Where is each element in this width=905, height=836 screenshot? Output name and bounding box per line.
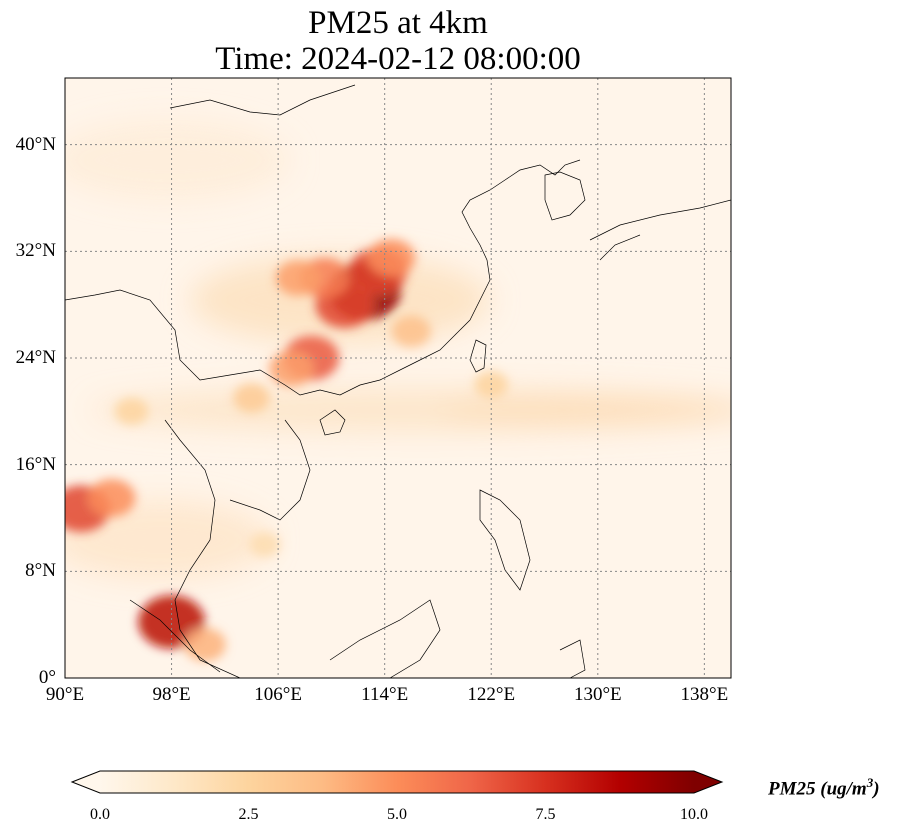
pm25-hotspot	[367, 239, 416, 277]
pm25-hotspot	[269, 350, 314, 387]
lat-tick-label: 32°N	[15, 240, 56, 262]
pm25-hotspot	[114, 397, 149, 425]
colorbar-tick-label: 7.5	[535, 806, 556, 823]
title-line-2: Time: 2024-02-12 08:00:00	[215, 41, 581, 77]
lat-tick-label: 40°N	[15, 133, 56, 155]
sulawesi-coast	[559, 639, 586, 678]
coastlines	[65, 84, 731, 678]
colorbar-label: PM25 (ug/m3)	[768, 775, 880, 800]
pm25-hotspot	[275, 260, 321, 296]
haze-band	[65, 120, 290, 200]
colorbar-label-text: PM25 (ug/m	[768, 778, 867, 800]
map-frame	[64, 77, 732, 679]
lon-tick-label: 106°E	[254, 684, 302, 705]
lon-tick-label: 130°E	[573, 684, 622, 705]
colorbar-min-extension	[72, 771, 100, 793]
borneo-coast	[329, 599, 441, 678]
japan-coast	[589, 199, 731, 261]
colorbar-outline	[70, 770, 724, 794]
colorbar-body	[100, 771, 694, 793]
title-line-1: PM25 at 4km	[308, 5, 488, 41]
lon-tick-label: 114°E	[361, 684, 409, 705]
korea-peninsula	[544, 171, 586, 221]
map-area	[65, 78, 731, 678]
hainan-island	[319, 409, 346, 436]
gridlines	[65, 78, 731, 678]
pm25-hotspot	[391, 315, 431, 348]
lon-tick-label: 98°E	[152, 684, 191, 705]
haze-band	[440, 396, 731, 424]
lat-tick-label: 8°N	[25, 560, 56, 582]
pm25-hotspot	[233, 383, 270, 413]
taiwan-island	[469, 339, 487, 373]
sumatra-coast	[129, 599, 221, 673]
colorbar-tick-label: 10.0	[680, 806, 708, 823]
colorbar-label-superscript: 3	[866, 775, 874, 790]
colorbar-tick-label: 0.0	[90, 806, 110, 823]
lat-tick-label: 24°N	[15, 347, 56, 368]
lon-tick-label: 122°E	[467, 684, 516, 705]
haze-band	[65, 500, 270, 580]
china-coast	[65, 159, 581, 396]
pm25-hotspot	[249, 532, 281, 558]
lon-tick-label: 90°E	[45, 684, 85, 705]
lon-tick-label: 138°E	[680, 684, 729, 705]
pm25-concentration-layer	[65, 239, 509, 662]
lat-tick-label: 16°N	[15, 453, 56, 475]
mongolia-border	[169, 84, 356, 116]
lat-tick-label: 0°	[38, 667, 56, 688]
vietnam-coast	[229, 419, 311, 521]
pm25-hotspot	[87, 479, 136, 517]
indochina-coast	[164, 419, 241, 678]
colorbar-label-close: )	[873, 778, 880, 800]
colorbar-max-extension	[694, 771, 722, 793]
philippines	[479, 489, 531, 591]
colorbar-tick-label: 2.5	[238, 806, 259, 823]
colorbar-tick-label: 5.0	[387, 806, 407, 823]
